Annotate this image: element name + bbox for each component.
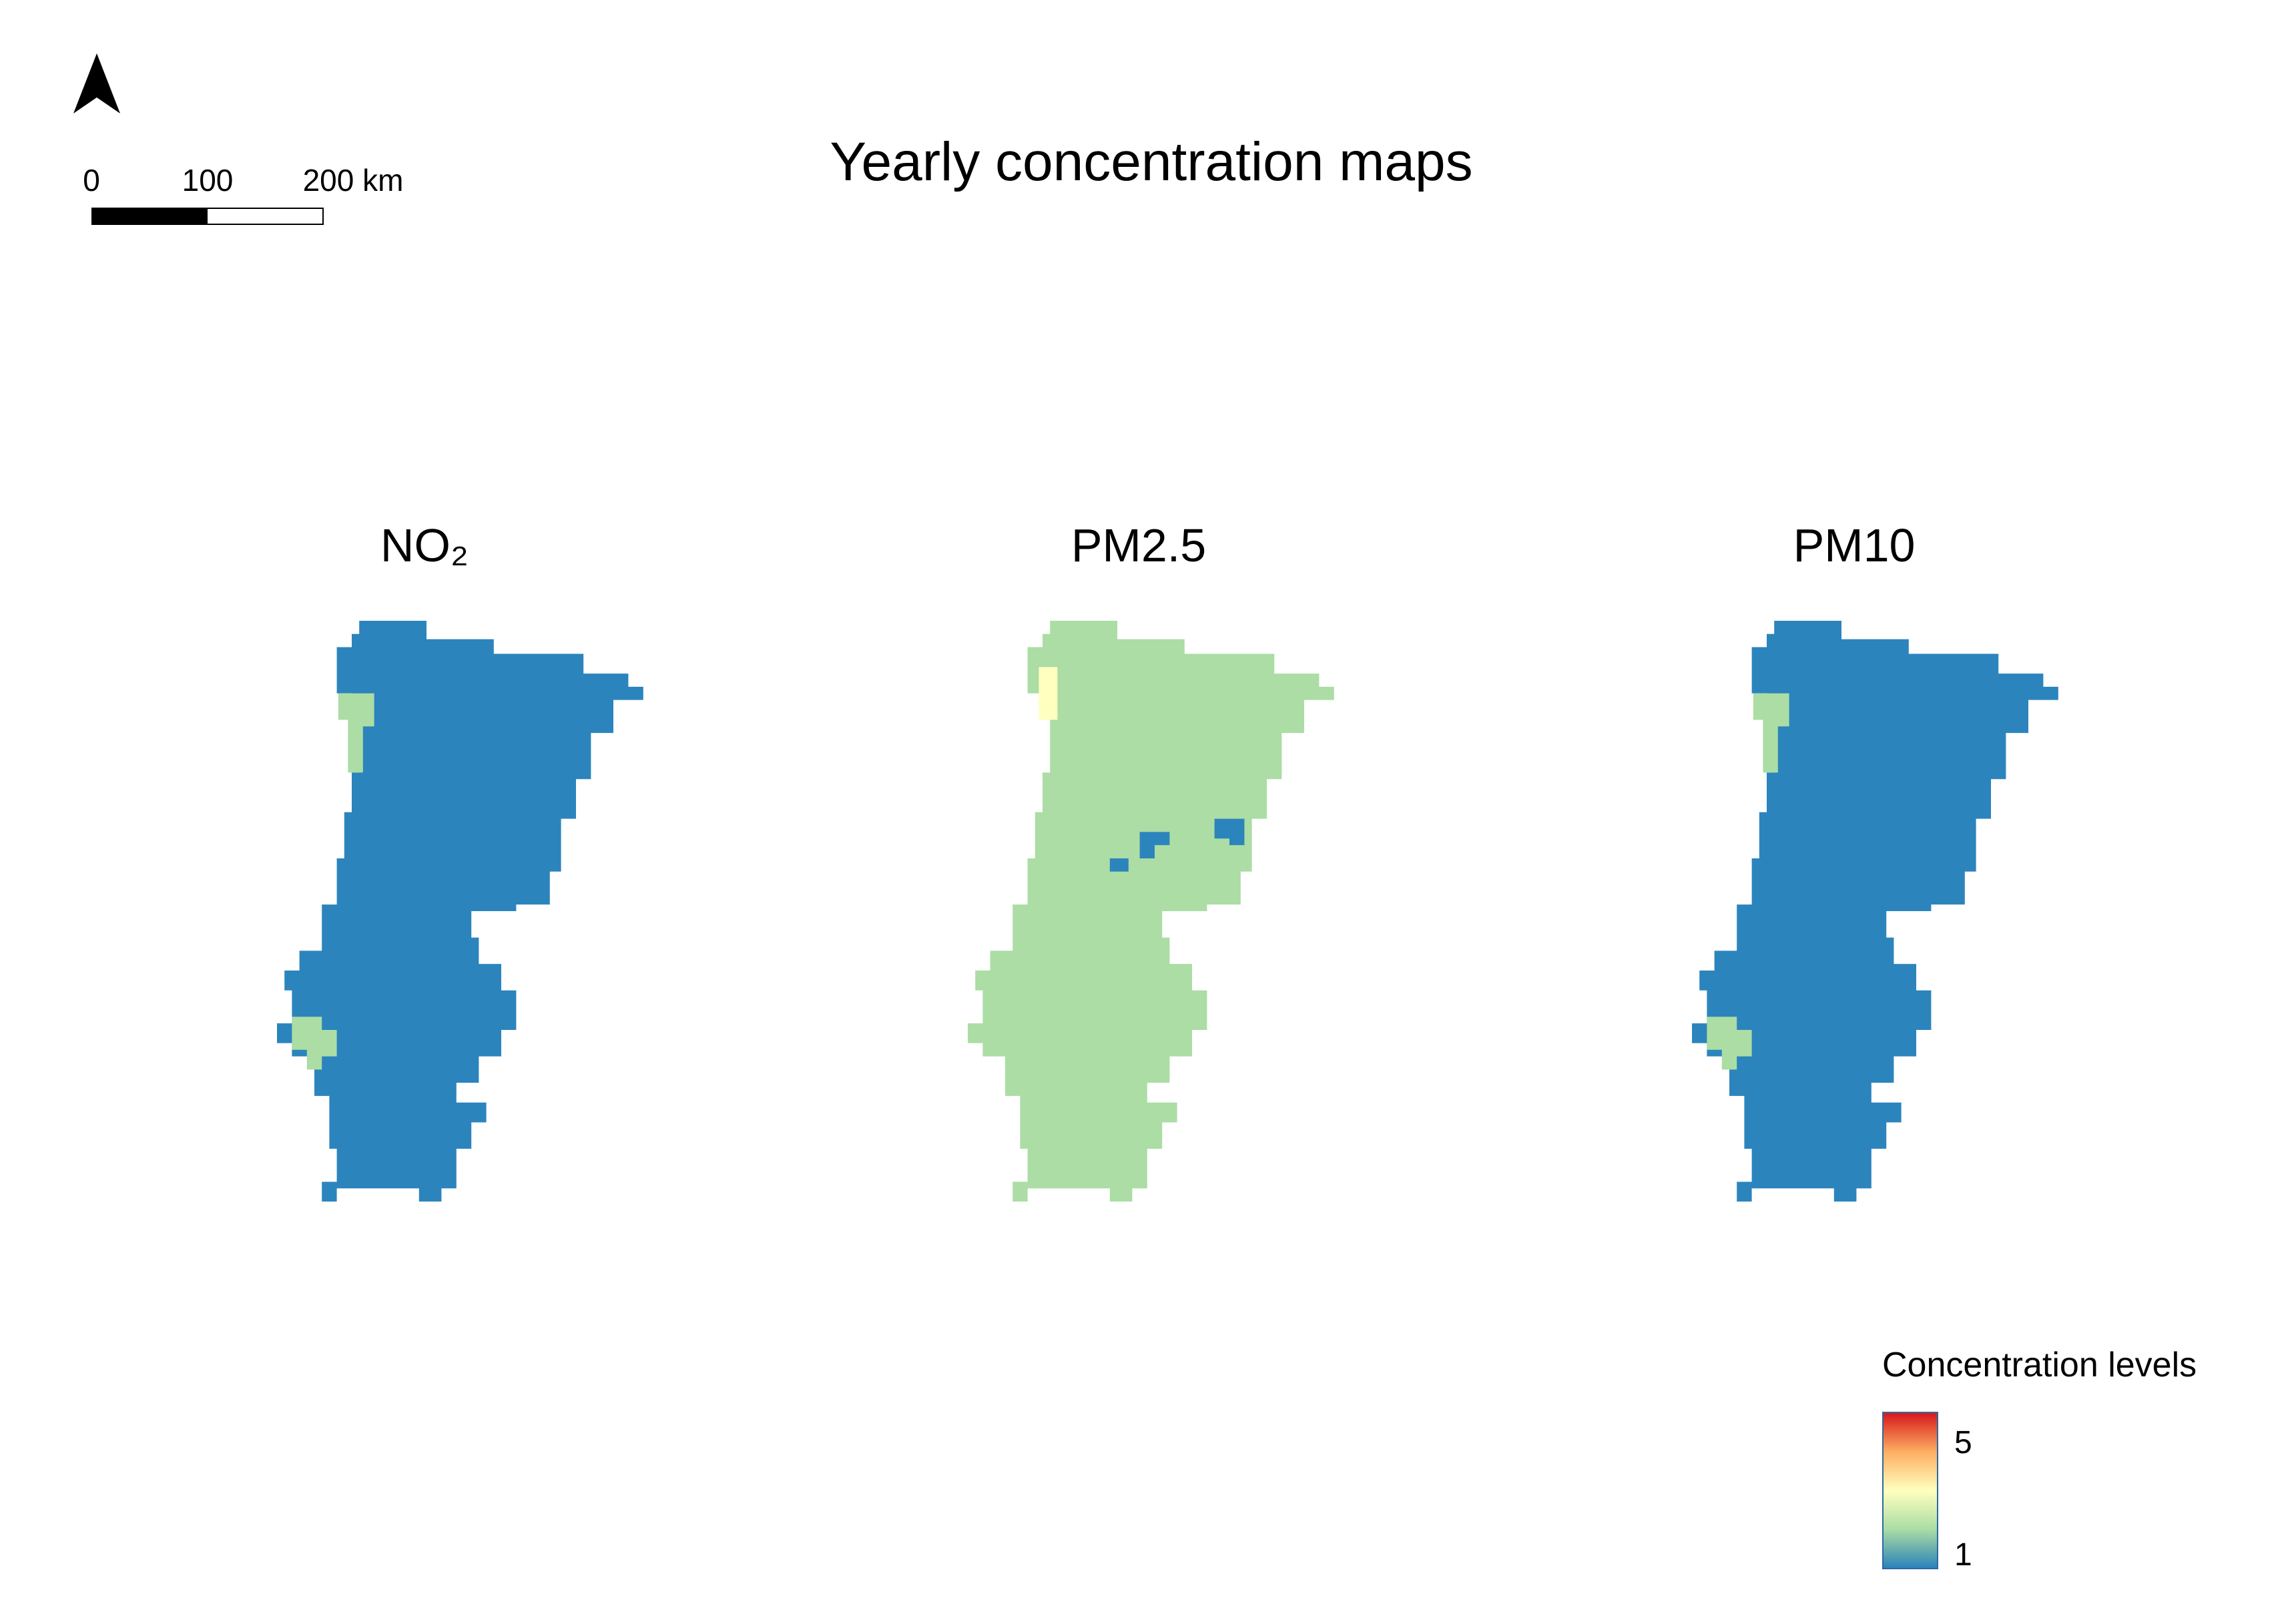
scale-bar-filled-segment	[93, 209, 208, 224]
legend-label-min: 1	[1954, 1537, 1972, 1573]
legend-color-ramp	[1882, 1412, 1938, 1569]
country-raster	[1692, 621, 2058, 1202]
north-arrow-icon	[73, 53, 120, 113]
legend: Concentration levels 5 1	[1882, 1345, 2256, 1585]
legend-title: Concentration levels	[1882, 1346, 2197, 1384]
legend-label-max: 5	[1954, 1425, 1972, 1460]
panel-title-pm25: PM2.5	[1071, 519, 1207, 571]
scale-label-200: 200 km	[302, 163, 404, 198]
scale-label-0: 0	[83, 163, 100, 198]
higher-concentration-patch	[292, 1017, 337, 1070]
low-concentration-patch	[1214, 818, 1245, 846]
higher-concentration-patch	[1707, 1017, 1752, 1070]
panel-title-no2: NO₂	[380, 519, 469, 571]
map-svg	[1692, 621, 2058, 1202]
low-concentration-patch	[1109, 858, 1129, 872]
scale-bar: 0 100 200 km	[73, 164, 420, 230]
map-panel-pm10	[1692, 621, 2066, 1208]
panel-title-pm10: PM10	[1793, 519, 1916, 571]
map-svg	[277, 621, 643, 1202]
high-concentration-patch	[1039, 667, 1058, 720]
country-raster	[277, 621, 643, 1202]
map-panel-no2	[277, 621, 651, 1208]
scale-label-100: 100	[182, 163, 234, 198]
map-panel-pm25	[968, 621, 1342, 1208]
map-title: Yearly concentration maps	[830, 131, 1473, 192]
country-raster	[968, 621, 1334, 1202]
low-concentration-patch	[1139, 832, 1170, 858]
higher-concentration-patch	[338, 693, 374, 773]
higher-concentration-patch	[1753, 693, 1789, 773]
map-svg	[968, 621, 1334, 1202]
scale-bar-track	[91, 208, 324, 225]
